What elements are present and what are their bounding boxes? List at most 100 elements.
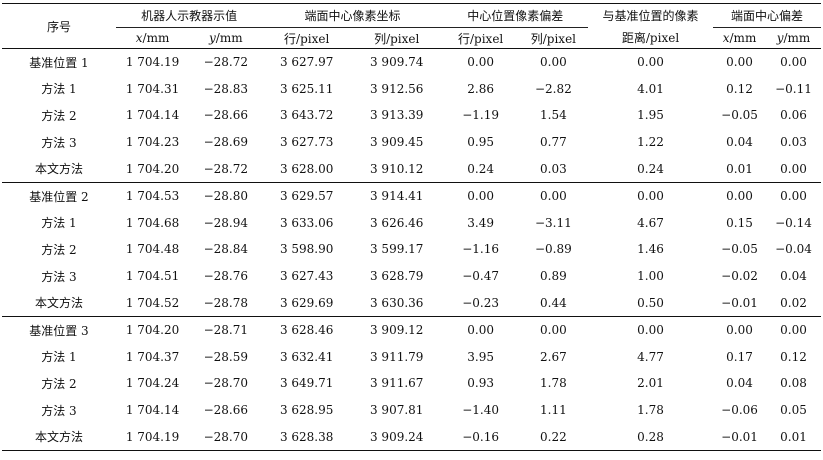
cell-coord-row: 3 628.38 (262, 423, 351, 451)
cell-coord-row: 3 628.00 (279, 161, 334, 176)
header-index: 序号 (2, 3, 116, 49)
cell-coord-col: 3 914.41 (350, 181, 443, 210)
cell-row-label: 方法 2 (41, 108, 77, 123)
cell-dev-row: −0.23 (462, 295, 500, 310)
cell-robot-x: 1 704.23 (125, 135, 180, 150)
table-row: 方法 2 1 704.24 −28.70 3 649.71 3 911.67 0.93 1.… (2, 370, 821, 397)
cell-robot-x: 1 704.68 (125, 215, 180, 230)
cell-dev-row: 3.49 (467, 215, 494, 230)
cell-robot-x: 1 704.14 (125, 108, 180, 123)
cell-center-y: −0.14 (775, 215, 812, 230)
header-sub-center-y: y/mm (765, 27, 821, 49)
cell-coord-row: 3 643.72 (279, 108, 334, 123)
table-row: 本文方法 1 704.52 −28.78 3 629.69 3 630.36 −0.23 0… (2, 290, 821, 317)
cell-row-label: 本文方法 (34, 162, 83, 177)
cell-dev-row: −0.16 (442, 423, 519, 451)
cell-dev-row: −1.16 (462, 242, 500, 257)
cell-center-x: 0.00 (726, 55, 753, 70)
cell-center-x: −0.01 (713, 423, 766, 451)
cell-dev-col: 0.89 (540, 269, 567, 284)
cell-dev-col: −3.11 (534, 215, 572, 230)
header-sub-coord-row: 行/pixel (262, 27, 351, 49)
cell-dev-col: −0.89 (534, 242, 572, 257)
cell-row-label: 方法 1 (41, 82, 77, 97)
cell-dev-col: 1.78 (540, 376, 567, 391)
data-table: 序号 机器人示教器示值 端面中心像素坐标 中心位置像素偏差 与基准位置的像素 端… (2, 3, 821, 451)
header-group-pixel-distance: 与基准位置的像素 (587, 3, 714, 28)
cell-robot-y: −28.70 (189, 423, 263, 451)
header-sub-dev-col: 列/pixel (518, 27, 588, 49)
cell-robot-x: 1 704.51 (125, 269, 180, 284)
cell-row-label: 方法 3 (41, 269, 77, 284)
cell-robot-x: 1 704.19 (115, 423, 190, 451)
cell-center-x: −0.01 (721, 295, 758, 310)
cell-center-y: 0.00 (765, 181, 821, 210)
cell-dev-col: 0.00 (518, 181, 588, 210)
cell-dev-row: 0.95 (467, 135, 494, 150)
cell-robot-x: 1 704.31 (125, 81, 180, 96)
table-row: 方法 1 1 704.37 −28.59 3 632.41 3 911.79 3.95 2.… (2, 343, 821, 370)
cell-coord-col: 3 909.74 (369, 55, 424, 70)
cell-robot-x: 1 704.19 (125, 55, 180, 70)
cell-dev-row: 0.00 (467, 55, 494, 70)
cell-pixel-distance: 1.22 (637, 135, 664, 150)
cell-dev-row: −0.47 (462, 269, 500, 284)
cell-coord-col: 3 909.12 (350, 315, 443, 344)
cell-coord-row: 3 633.06 (279, 215, 334, 230)
cell-coord-col: 3 909.24 (350, 423, 443, 451)
cell-coord-row: 3 629.69 (279, 295, 334, 310)
cell-robot-x: 1 704.48 (125, 242, 180, 257)
cell-coord-row: 3 649.71 (279, 376, 334, 391)
cell-center-x: 0.12 (726, 81, 753, 96)
cell-coord-col: 3 626.46 (369, 215, 424, 230)
cell-row-label: 方法 1 (41, 216, 77, 231)
cell-dev-row: −1.40 (462, 403, 500, 418)
cell-coord-col: 3 630.36 (369, 295, 424, 310)
cell-pixel-distance: 4.67 (637, 215, 664, 230)
cell-center-y: 0.00 (780, 55, 807, 70)
cell-pixel-distance: 4.77 (637, 349, 664, 364)
cell-center-x: −0.06 (721, 403, 758, 418)
cell-robot-y: −28.76 (203, 269, 248, 284)
cell-dev-col: 0.00 (518, 315, 588, 344)
cell-robot-y: −28.72 (203, 161, 248, 176)
cell-dev-row: 0.93 (467, 376, 494, 391)
header-group-center-deviation: 端面中心偏差 (713, 3, 821, 28)
header-sub-robot-y: y/mm (189, 27, 263, 49)
cell-robot-y: −28.59 (203, 349, 248, 364)
header-sub-distance: 距离/pixel (587, 27, 714, 49)
cell-center-y: 0.01 (765, 423, 821, 451)
table-row: 方法 2 1 704.48 −28.84 3 598.90 3 599.17 −1.16 −… (2, 236, 821, 263)
header-sub-center-x: x/mm (713, 27, 766, 49)
header-group-pixel-coord: 端面中心像素坐标 (262, 3, 443, 28)
cell-robot-y: −28.66 (203, 403, 248, 418)
cell-dev-col: 0.03 (540, 161, 567, 176)
cell-row-label: 基准位置 2 (2, 181, 116, 210)
cell-dev-row: 0.00 (442, 181, 519, 210)
cell-dev-row: 3.95 (467, 349, 494, 364)
cell-coord-col: 3 912.56 (369, 81, 424, 96)
cell-coord-row: 3 598.90 (279, 242, 334, 257)
cell-robot-y: −28.94 (203, 215, 248, 230)
cell-robot-y: −28.80 (189, 181, 263, 210)
cell-robot-y: −28.83 (203, 81, 248, 96)
cell-center-y: 0.08 (780, 376, 807, 391)
cell-robot-y: −28.70 (203, 376, 248, 391)
cell-dev-col: 0.44 (540, 295, 567, 310)
table-body: 基准位置 1 1 704.19 −28.72 3 627.97 3 909.74 0.00… (2, 49, 821, 451)
cell-pixel-distance: 1.78 (637, 403, 664, 418)
cell-center-x: 0.04 (726, 135, 753, 150)
cell-center-y: −0.04 (775, 242, 812, 257)
cell-robot-y: −28.78 (203, 295, 248, 310)
cell-pixel-distance: 1.46 (637, 242, 664, 257)
cell-center-y: 0.04 (780, 269, 807, 284)
cell-robot-x: 1 704.24 (125, 376, 180, 391)
cell-pixel-distance: 2.01 (637, 376, 664, 391)
cell-center-x: −0.05 (721, 242, 758, 257)
cell-center-x: 0.04 (726, 376, 753, 391)
cell-robot-x: 1 704.20 (125, 161, 180, 176)
cell-robot-y: −28.84 (203, 242, 248, 257)
cell-robot-y: −28.71 (189, 315, 263, 344)
cell-pixel-distance: 4.01 (637, 81, 664, 96)
